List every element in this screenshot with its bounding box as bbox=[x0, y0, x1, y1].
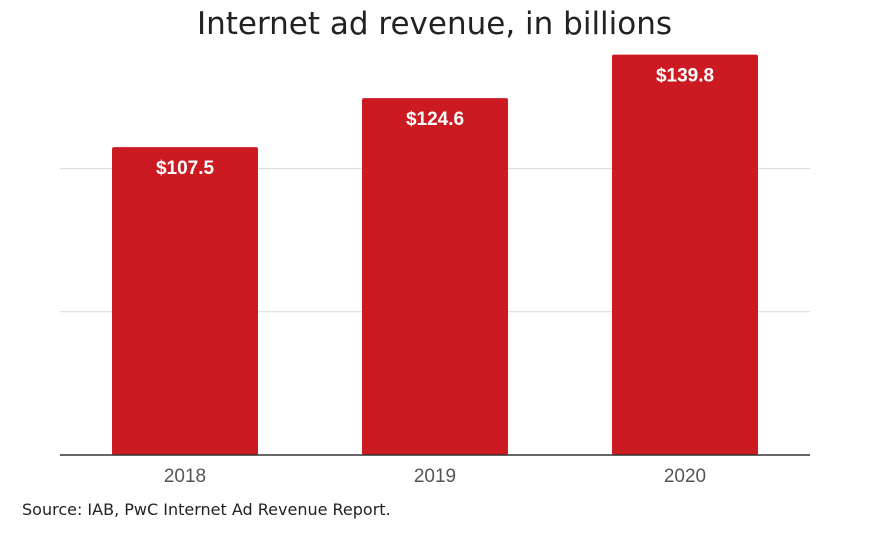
chart-title: Internet ad revenue, in billions bbox=[196, 6, 673, 42]
bar-2019 bbox=[362, 98, 508, 456]
x-tick-label-2018: 2018 bbox=[164, 466, 206, 487]
bars: $107.5 $124.6 $139.8 bbox=[112, 54, 758, 456]
data-label-2018: $107.5 bbox=[156, 158, 215, 179]
x-axis: 2018 2019 2020 bbox=[60, 454, 810, 487]
x-tick-label-2019: 2019 bbox=[414, 466, 456, 487]
bar-chart: $107.5 $124.6 $139.8 2018 2019 2020 bbox=[60, 54, 810, 487]
bar-2018 bbox=[112, 147, 258, 455]
data-label-2019: $124.6 bbox=[406, 109, 464, 130]
source-note: Source: IAB, PwC Internet Ad Revenue Rep… bbox=[22, 500, 391, 519]
x-tick-label-2020: 2020 bbox=[664, 466, 706, 487]
bar-2020 bbox=[612, 54, 758, 456]
data-label-2020: $139.8 bbox=[656, 66, 714, 87]
